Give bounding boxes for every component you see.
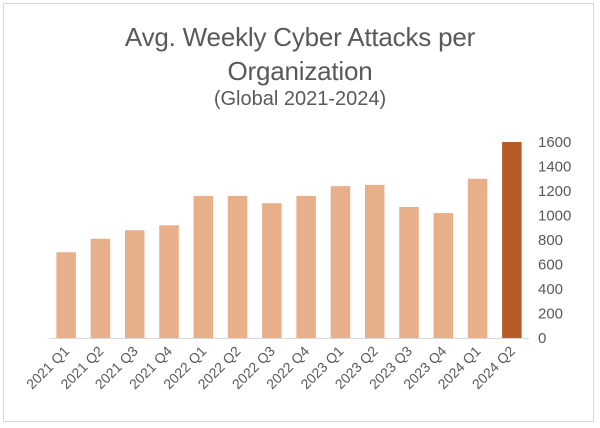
bar-2022-q2 (227, 195, 248, 338)
chart-subtitle: (Global 2021-2024) (213, 88, 387, 110)
bar-2023-q3 (399, 206, 419, 338)
y-tick-label: 1000 (538, 208, 571, 225)
bar-2022-q1 (193, 195, 214, 338)
bar-2023-q1 (330, 186, 351, 338)
y-tick-label: 1200 (538, 183, 571, 200)
bar-2021-q1 (56, 252, 76, 338)
chart-title-line-1: Avg. Weekly Cyber Attacks per (124, 22, 476, 52)
bar-2024-q1 (467, 178, 488, 338)
bar-2022-q4 (296, 195, 316, 338)
bar-2022-q3 (262, 203, 282, 338)
y-tick-label: 0 (538, 330, 546, 347)
y-tick-label: 400 (538, 281, 563, 298)
bar-2021-q3 (124, 230, 145, 338)
bar-2023-q2 (364, 184, 385, 338)
bar-2021-q4 (159, 225, 179, 338)
bar-2023-q4 (433, 213, 454, 338)
y-tick-label: 1600 (538, 134, 571, 151)
bar-2024-q2 (502, 142, 522, 338)
bar-2021-q2 (90, 238, 111, 338)
y-tick-label: 800 (538, 232, 563, 249)
chart-title-line-2: Organization (227, 56, 373, 86)
y-tick-label: 1400 (538, 159, 571, 176)
y-tick-label: 200 (538, 306, 563, 323)
y-tick-label: 600 (538, 257, 563, 274)
